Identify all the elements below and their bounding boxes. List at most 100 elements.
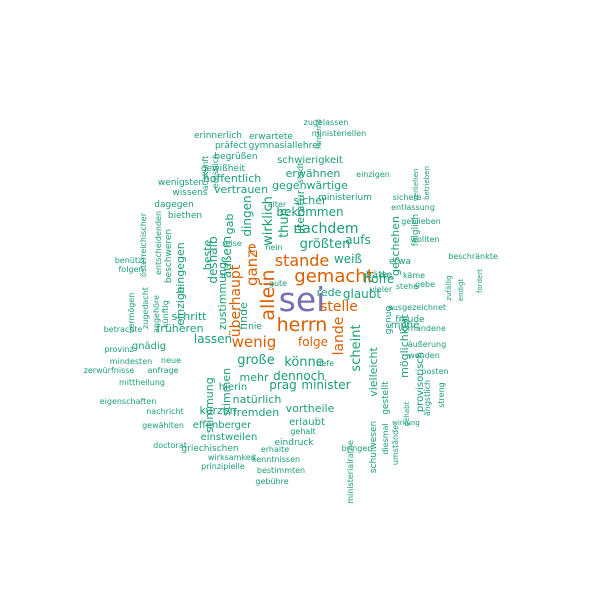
word: erinnerlich [194,131,242,141]
word: größten [300,237,351,252]
word: gebe [415,280,435,289]
word: hoffe [364,272,395,286]
word: allein [257,269,279,320]
word: fremden [233,406,279,419]
word: einzige [174,286,187,326]
word: bringen [342,444,373,453]
word: wollten [410,235,439,244]
word: käme [403,271,425,280]
word: griechischen [181,444,238,454]
word: angehöre [152,295,161,333]
word: natürlich [233,393,282,406]
word: hierin [219,382,248,393]
word: scheint [349,324,364,371]
word: begrüßen [214,152,257,162]
word: bestimmten [257,466,305,475]
word: biethen [168,211,202,221]
word: streng [437,382,446,408]
word: erwartete [249,132,293,142]
word: präfect [215,141,248,151]
word: überhaupt [228,264,244,337]
word: nachdem [293,221,358,237]
word: ernstlich [211,154,220,188]
word: stimmen [220,368,233,416]
word: kenntnissen [252,455,300,464]
word: provinz [104,345,133,354]
word: reise [222,239,241,248]
word: eigenschaften [100,397,157,406]
word: gestellt [381,381,391,415]
word: gymnasiallehrer [249,141,322,151]
word: neue [161,356,181,365]
word: posten [421,367,448,376]
word: genug [384,306,394,334]
word: ängstlich [423,380,432,416]
word: herrn [277,314,328,336]
word: benützt [115,256,146,265]
word: verliehen [412,169,420,202]
word: früheren [156,322,203,335]
word: folglich [411,214,421,247]
word: dingen [240,195,254,236]
word: anfrage [148,366,179,375]
word: glaubt [343,287,382,301]
word: folge [298,335,328,349]
word: dagegen [154,200,193,210]
word: österreichischer [139,212,148,277]
word: ministeriellen [312,129,366,138]
word: hätte [366,270,392,281]
word: hoffentlich [203,172,261,185]
word: folgen [118,265,143,274]
word: gute [269,279,287,288]
word: ausgezeichnet [388,303,446,312]
word: minister [301,378,350,392]
word: fordert [476,269,484,293]
word: diesmal [381,423,390,454]
word: lassen [194,332,232,346]
word: gebühre [255,477,288,486]
word: mehr [240,371,269,384]
word: nie [248,322,262,332]
word: vertrauen [214,183,268,196]
word: vielleicht [367,347,380,397]
word: ganz [243,250,261,286]
word: rede [317,286,342,299]
word: einzigen [356,170,390,179]
word: finde [237,302,250,330]
word: doctorat [153,441,187,450]
word: freude [395,315,425,325]
word: thun [277,208,292,238]
word: ministerium [318,193,372,203]
word: sicher [293,194,327,207]
word: nachricht [146,407,184,416]
word: zustimmung [216,262,229,330]
word: ministerialrathe [346,440,355,504]
word: zugelassen [304,118,349,127]
word: zerwürfnisse [84,366,135,375]
word: nein [265,243,282,252]
word: alter [268,200,287,209]
word: wenigsten [158,178,204,188]
word: lande [331,317,347,356]
word: möglichkeit [398,313,411,377]
word: gnädig [132,341,166,352]
word: aufs [345,233,370,247]
word: wissens [172,188,207,198]
word: stadt [296,163,305,183]
word: große [237,353,274,368]
word: wirklich [261,196,276,246]
word: mindesten [110,357,152,366]
word: e [248,240,257,256]
word: geblieben [401,217,441,226]
word: mühe [391,320,420,331]
word: erwähnen [286,167,341,180]
word: betrieben [423,166,431,200]
word: wirksamkeit [208,453,256,462]
word: stimmung [203,377,216,432]
word: etwa [389,257,411,267]
word: eindruck [274,438,314,448]
word: prinzipielle [201,462,245,471]
word: geschehen [389,216,402,276]
word: vorhandene [398,324,446,333]
